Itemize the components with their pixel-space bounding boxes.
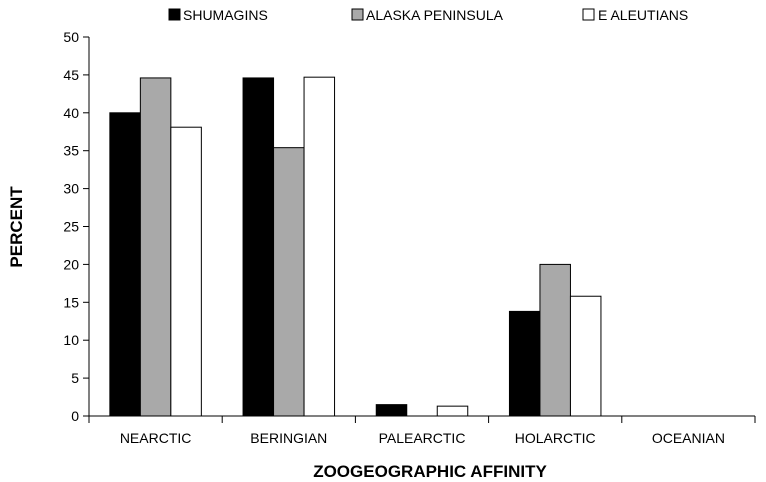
x-category-label: OCEANIAN — [652, 430, 725, 446]
y-tick-label: 15 — [63, 294, 79, 310]
bars — [109, 76, 602, 417]
bar-shumagins — [375, 404, 408, 417]
y-tick-label: 45 — [63, 67, 79, 83]
y-tick-label: 35 — [63, 143, 79, 159]
bar-alaska-peninsula — [139, 77, 172, 417]
legend-label: ALASKA PENINSULA — [366, 7, 504, 23]
bar-shumagins — [508, 310, 541, 417]
x-category-label: BERINGIAN — [250, 430, 327, 446]
bar-alaska-peninsula — [539, 263, 571, 417]
y-tick-label: 50 — [63, 29, 79, 45]
legend-swatch — [582, 8, 595, 21]
bar-alaska-peninsula — [273, 147, 305, 417]
x-category-label: PALEARCTIC — [379, 430, 466, 446]
legend-label: SHUMAGINS — [183, 7, 268, 23]
bar-e-aleutians — [303, 76, 336, 417]
y-tick-label: 25 — [63, 219, 79, 235]
y-tick-label: 30 — [63, 181, 79, 197]
bar-e-aleutians — [170, 126, 202, 417]
legend-label: E ALEUTIANS — [598, 7, 688, 23]
bar-shumagins — [109, 112, 141, 417]
y-tick-label: 5 — [71, 370, 79, 386]
y-tick-label: 0 — [71, 408, 79, 424]
y-tick-label: 10 — [63, 332, 79, 348]
y-axis-title: PERCENT — [7, 186, 26, 268]
y-tick-label: 20 — [63, 256, 79, 272]
legend-swatch — [351, 8, 364, 21]
bar-e-aleutians — [436, 405, 469, 417]
x-axis-title: ZOOGEOGRAPHIC AFFINITY — [313, 462, 547, 481]
y-axis: 0 5 10 15 20 25 30 35 40 45 50 — [63, 29, 90, 424]
legend-swatch — [168, 8, 181, 21]
y-tick-label: 40 — [63, 105, 79, 121]
bar-shumagins — [242, 77, 275, 417]
legend: SHUMAGINS ALASKA PENINSULA E ALEUTIANS — [168, 7, 688, 23]
x-axis: NEARCTIC BERINGIAN PALEARCTIC HOLARCTIC OCEA… — [88, 415, 756, 446]
bar-e-aleutians — [569, 295, 602, 417]
x-category-label: NEARCTIC — [120, 430, 192, 446]
x-category-label: HOLARCTIC — [515, 430, 596, 446]
